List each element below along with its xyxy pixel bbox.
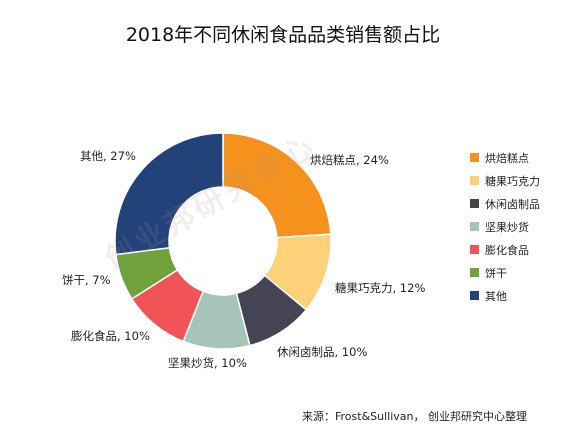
legend-item-1: 烘焙糕点 xyxy=(470,146,540,169)
slice-label-4: 坚果炒货, 10% xyxy=(168,356,247,370)
legend-label: 坚果炒货 xyxy=(485,220,529,234)
legend-swatch xyxy=(470,199,479,208)
legend-swatch xyxy=(470,291,479,300)
legend-label: 饼干 xyxy=(485,266,507,280)
legend-label: 休闲卤制品 xyxy=(485,197,540,211)
legend-item-6: 饼干 xyxy=(470,261,540,284)
legend: 烘焙糕点糖果巧克力休闲卤制品坚果炒货膨化食品饼干其他 xyxy=(470,146,540,307)
slice-label-1: 烘焙糕点, 24% xyxy=(310,153,389,167)
legend-item-3: 休闲卤制品 xyxy=(470,192,540,215)
legend-item-4: 坚果炒货 xyxy=(470,215,540,238)
legend-swatch xyxy=(470,268,479,277)
slice-label-2: 糖果巧克力, 12% xyxy=(335,281,425,295)
legend-label: 烘焙糕点 xyxy=(485,151,529,165)
legend-label: 其他 xyxy=(485,289,507,303)
legend-swatch xyxy=(470,153,479,162)
source-note: 来源：Frost&Sullivan， 创业邦研究中心整理 xyxy=(302,410,527,423)
slice-label-3: 休闲卤制品, 10% xyxy=(277,345,367,359)
legend-label: 糖果巧克力 xyxy=(485,174,540,188)
legend-swatch xyxy=(470,176,479,185)
donut-slice-7 xyxy=(114,132,224,256)
legend-label: 膨化食品 xyxy=(485,243,529,257)
slice-label-5: 膨化食品, 10% xyxy=(71,329,150,343)
legend-item-2: 糖果巧克力 xyxy=(470,169,540,192)
chart-title: 2018年不同休闲食品品类销售额占比 xyxy=(125,24,441,46)
slice-label-6: 饼干, 7% xyxy=(62,273,111,287)
slice-label-7: 其他, 27% xyxy=(80,149,136,163)
legend-swatch xyxy=(470,222,479,231)
legend-item-5: 膨化食品 xyxy=(470,238,540,261)
legend-swatch xyxy=(470,245,479,254)
donut-slice-1 xyxy=(222,132,332,239)
legend-item-7: 其他 xyxy=(470,284,540,307)
